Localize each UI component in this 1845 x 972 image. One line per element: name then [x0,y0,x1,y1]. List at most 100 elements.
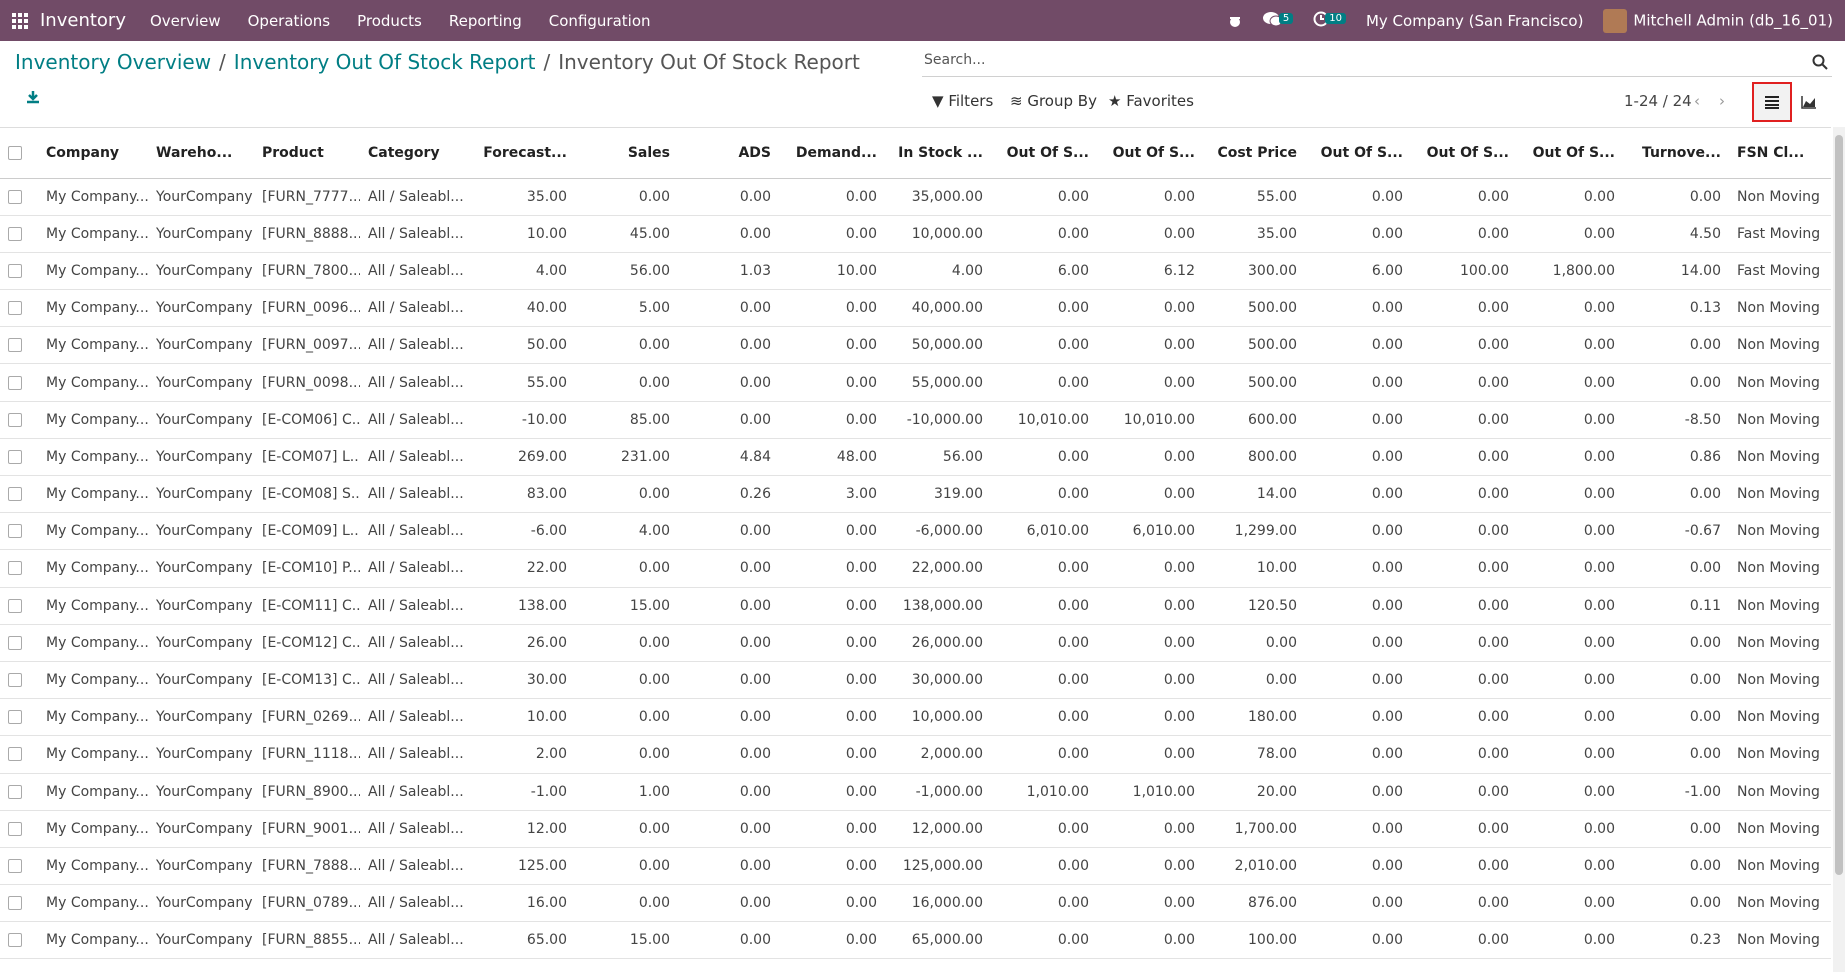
checkbox[interactable] [8,226,22,241]
cell: 0.00 [1411,549,1517,588]
table-row[interactable]: My Company... YourCompany [FURN_7800... All… [0,252,1831,291]
scrollbar[interactable] [1833,127,1845,972]
checkbox[interactable] [8,821,22,836]
checkbox[interactable] [8,412,22,427]
column-header[interactable]: Out Of S... [1517,128,1623,179]
column-header[interactable]: FSN Cl... [1729,128,1831,179]
search-bar[interactable]: Search... [922,47,1832,77]
column-header[interactable]: ADS [678,128,779,179]
cell: YourCompany [148,587,254,625]
column-header[interactable]: Turnove... [1623,128,1729,179]
table-row[interactable]: My Company... YourCompany [FURN_9001... All… [0,810,1831,848]
filters-button[interactable]: ▼ Filters [932,92,994,110]
column-header[interactable]: Out Of S... [1097,128,1203,179]
table-row[interactable]: My Company... YourCompany [E-COM09] L... Al… [0,512,1831,551]
pager[interactable]: 1-24 / 24 [1624,92,1692,110]
search-icon[interactable] [1812,54,1828,70]
menu-item[interactable]: Configuration [548,11,651,30]
cell: [FURN_0096... [254,289,360,328]
table-row[interactable]: My Company... YourCompany [E-COM11] C... Al… [0,587,1831,625]
table-row[interactable]: My Company... YourCompany [FURN_8888... All… [0,215,1831,253]
cell: 0.00 [991,735,1097,774]
pager-prev[interactable]: ‹ [1694,92,1700,110]
table-row[interactable]: My Company... YourCompany [E-COM13] C... Al… [0,661,1831,700]
checkbox[interactable] [8,598,22,613]
checkbox[interactable] [8,673,22,688]
debug-icon[interactable] [1227,13,1243,29]
breadcrumb-link[interactable]: Inventory Out Of Stock Report [233,50,536,74]
column-header[interactable]: Demand... [779,128,885,179]
activities[interactable]: 10 [1313,11,1346,31]
messages[interactable]: 5 [1262,11,1294,31]
download-button[interactable] [26,90,40,104]
table-row[interactable]: My Company... YourCompany [FURN_0269... All… [0,698,1831,737]
graph-view-button[interactable] [1789,82,1829,122]
checkbox[interactable] [8,635,22,650]
column-header[interactable]: Category [360,128,466,179]
list-view-button[interactable] [1752,82,1792,122]
checkbox[interactable] [8,449,22,464]
checkbox[interactable] [8,747,22,762]
cell: 0.00 [1517,549,1623,588]
cell: 4.00 [575,512,678,551]
column-header[interactable]: Wareho... [148,128,254,179]
checkbox[interactable] [8,561,22,576]
column-header[interactable]: Out Of S... [991,128,1097,179]
checkbox[interactable] [8,858,22,873]
column-header[interactable]: Sales [575,128,678,179]
table-row[interactable]: My Company... YourCompany [FURN_0789... All… [0,884,1831,923]
table-row[interactable]: My Company... YourCompany [E-COM12] C... Al… [0,624,1831,662]
table-row[interactable]: My Company... YourCompany [FURN_7777... All… [0,178,1831,216]
table-row[interactable]: My Company... YourCompany [FURN_0097... All… [0,326,1831,365]
column-header[interactable]: Forecast... [466,128,575,179]
cell: 0.00 [1097,363,1203,402]
cell: 55.00 [1203,178,1305,216]
column-header[interactable]: Product [254,128,360,179]
groupby-button[interactable]: ≋ Group By [1010,92,1097,110]
checkbox[interactable] [8,375,22,390]
table-row[interactable]: My Company... YourCompany [FURN_7888... All… [0,847,1831,886]
checkbox[interactable] [8,487,22,502]
checkbox[interactable] [8,145,22,160]
breadcrumb-link[interactable]: Inventory Overview [15,50,212,74]
menu-item[interactable]: Reporting [448,11,522,30]
company-switcher[interactable]: My Company (San Francisco) [1365,11,1584,30]
checkbox[interactable] [8,338,22,353]
cell: 0.00 [1305,512,1411,551]
cell: 0.00 [1517,773,1623,811]
column-header[interactable]: Out Of S... [1305,128,1411,179]
checkbox[interactable] [8,896,22,911]
table-row[interactable]: My Company... YourCompany [FURN_0098... All… [0,363,1831,402]
checkbox[interactable] [8,784,22,799]
user-menu[interactable]: Mitchell Admin (db_16_01) [1603,8,1833,33]
table-row[interactable]: My Company... YourCompany [FURN_1118... All… [0,735,1831,774]
checkbox[interactable] [8,189,22,204]
checkbox[interactable] [8,301,22,316]
column-header[interactable]: Cost Price [1203,128,1305,179]
select-all[interactable] [0,128,38,179]
cell: 6.00 [1305,252,1411,291]
favorites-button[interactable]: ★ Favorites [1108,92,1194,110]
checkbox[interactable] [8,710,22,725]
column-header[interactable]: Company [38,128,148,179]
menu-item[interactable]: Operations [247,11,331,30]
table-row[interactable]: My Company... YourCompany [E-COM10] P... Al… [0,549,1831,588]
table-row[interactable]: My Company... YourCompany [E-COM08] S... Al… [0,475,1831,514]
menu-item[interactable]: Overview [149,11,221,30]
table-row[interactable]: My Company... YourCompany [FURN_8900... All… [0,773,1831,811]
pager-next[interactable]: › [1719,92,1725,110]
column-header[interactable]: Out Of S... [1411,128,1517,179]
checkbox[interactable] [8,933,22,948]
table-row[interactable]: My Company... YourCompany [FURN_8855... All… [0,921,1831,960]
checkbox[interactable] [8,263,22,278]
table-row[interactable]: My Company... YourCompany [E-COM06] C... Al… [0,401,1831,439]
menu-item[interactable]: Products [357,11,422,30]
column-header[interactable]: In Stock ... [885,128,991,179]
app-name[interactable]: Inventory [40,10,126,31]
breadcrumb: Inventory Overview / Inventory Out Of Stoc… [15,50,860,74]
table-row[interactable]: My Company... YourCompany [FURN_0096... All… [0,289,1831,328]
scroll-thumb[interactable] [1835,135,1843,875]
table-row[interactable]: My Company... YourCompany [E-COM07] L... Al… [0,438,1831,477]
apps-menu[interactable] [12,12,28,29]
checkbox[interactable] [8,524,22,539]
